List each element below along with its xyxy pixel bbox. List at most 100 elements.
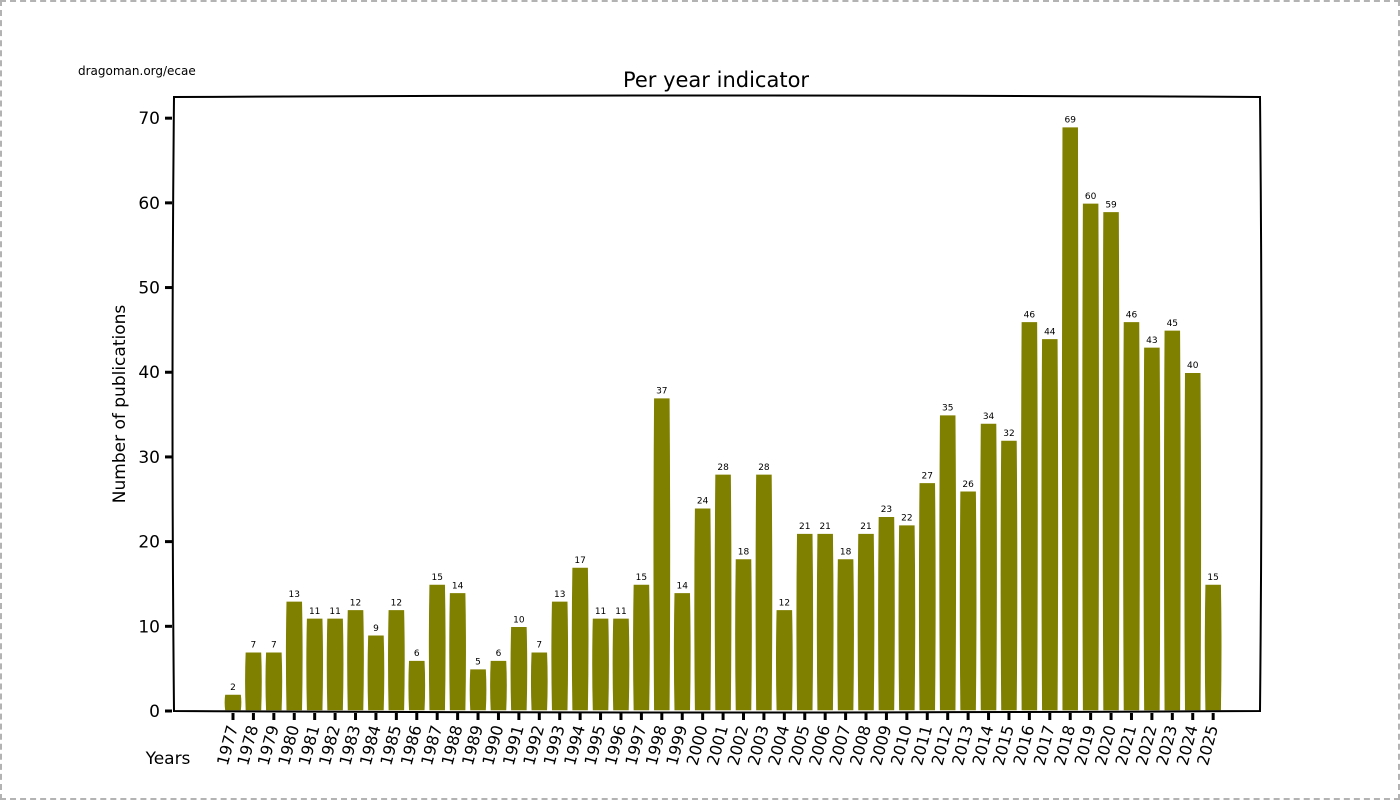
data-label-2000: 24 — [697, 497, 709, 507]
data-label-1981: 11 — [309, 607, 320, 617]
data-label-2023: 45 — [1167, 319, 1178, 329]
bar-1980 — [284, 600, 305, 712]
data-label-1983: 12 — [350, 598, 361, 608]
bar-1986 — [406, 659, 427, 712]
data-label-1978: 7 — [251, 641, 257, 651]
bar-1991 — [509, 625, 529, 712]
data-label-1997: 15 — [636, 573, 647, 583]
bar-1998 — [651, 396, 672, 712]
bar-1992 — [529, 650, 550, 712]
data-label-2004: 12 — [779, 598, 790, 608]
data-label-2022: 43 — [1146, 336, 1157, 346]
bar-2014 — [978, 422, 999, 712]
bar-1996 — [611, 617, 631, 712]
bar-2017 — [1039, 337, 1060, 712]
bar-1995 — [590, 617, 611, 712]
bar-2007 — [835, 557, 856, 712]
bar-2022 — [1142, 346, 1162, 712]
bar-2024 — [1182, 371, 1203, 712]
bar-2008 — [856, 532, 876, 712]
data-label-2021: 46 — [1126, 310, 1138, 320]
bar-2004 — [774, 608, 795, 712]
data-label-1994: 17 — [574, 556, 585, 566]
bar-1993 — [549, 600, 570, 712]
data-label-2006: 21 — [819, 522, 830, 532]
data-label-2016: 46 — [1024, 310, 1036, 320]
bar-1985 — [386, 608, 407, 712]
data-label-2001: 28 — [717, 463, 729, 473]
y-tick-label-40: 40 — [138, 363, 160, 383]
bar-2010 — [897, 523, 917, 712]
x-axis-ticks: 1977197819791980198119821983198419851986… — [213, 713, 1222, 767]
bar-1990 — [488, 659, 509, 712]
chart-title: Per year indicator — [623, 68, 809, 92]
data-label-2020: 59 — [1105, 200, 1117, 210]
bar-1989 — [468, 667, 488, 712]
bar-2016 — [1019, 320, 1040, 712]
bar-2000 — [692, 506, 713, 712]
y-tick-label-30: 30 — [138, 448, 160, 468]
bar-1978 — [243, 650, 264, 712]
bar-1983 — [345, 608, 366, 712]
data-label-2018: 69 — [1064, 116, 1076, 126]
bar-2012 — [937, 413, 958, 712]
data-label-2025: 15 — [1207, 573, 1218, 583]
data-label-1984: 9 — [373, 624, 379, 634]
bar-1981 — [304, 617, 325, 712]
data-label-2009: 23 — [881, 505, 892, 515]
data-label-2010: 22 — [901, 514, 912, 524]
data-label-2017: 44 — [1044, 327, 1056, 337]
data-label-1993: 13 — [554, 590, 565, 600]
y-tick-label-10: 10 — [138, 617, 160, 637]
bar-1999 — [672, 591, 693, 712]
data-label-1992: 7 — [536, 641, 542, 651]
x-axis-label: Years — [145, 749, 191, 769]
source-note: dragoman.org/ecae — [78, 64, 196, 78]
data-label-1980: 13 — [289, 590, 300, 600]
bar-2009 — [876, 515, 897, 712]
bar-1997 — [631, 583, 652, 712]
data-label-1998: 37 — [656, 387, 667, 397]
bar-2021 — [1121, 320, 1142, 712]
data-label-1986: 6 — [414, 649, 420, 659]
bar-1977 — [223, 693, 243, 712]
data-label-2007: 18 — [840, 548, 852, 558]
data-label-1995: 11 — [595, 607, 606, 617]
bar-2018 — [1060, 125, 1081, 712]
data-label-2015: 32 — [1003, 429, 1014, 439]
data-label-2012: 35 — [942, 404, 953, 414]
data-label-1988: 14 — [452, 581, 464, 591]
bar-2019 — [1080, 202, 1101, 712]
bar-2025 — [1203, 583, 1224, 712]
bar-1987 — [427, 583, 448, 712]
data-label-2011: 27 — [922, 471, 933, 481]
bar-1994 — [570, 566, 590, 712]
data-label-2008: 21 — [860, 522, 871, 532]
bar-2003 — [754, 473, 774, 712]
data-label-1989: 5 — [475, 658, 481, 668]
y-axis-ticks: 0 10 20 30 40 50 60 70 — [138, 109, 172, 722]
data-label-1990: 6 — [496, 649, 502, 659]
data-label-2019: 60 — [1085, 192, 1097, 202]
data-label-1987: 15 — [431, 573, 442, 583]
bars-group — [223, 125, 1224, 712]
data-label-1977: 2 — [230, 683, 236, 693]
bar-2011 — [917, 481, 938, 712]
y-tick-label-0: 0 — [149, 702, 160, 722]
y-tick-label-50: 50 — [138, 279, 160, 299]
bar-2001 — [713, 473, 733, 712]
axes-group — [171, 94, 1263, 714]
data-label-1999: 14 — [677, 581, 689, 591]
bar-2006 — [815, 532, 836, 712]
data-label-2013: 26 — [962, 480, 974, 490]
plot-frame — [171, 94, 1263, 714]
bar-2005 — [794, 532, 815, 712]
bar-2002 — [733, 557, 754, 712]
bar-2013 — [958, 490, 978, 712]
bar-2023 — [1162, 329, 1183, 712]
y-tick-label-70: 70 — [138, 109, 160, 129]
y-tick-label-20: 20 — [138, 533, 160, 553]
